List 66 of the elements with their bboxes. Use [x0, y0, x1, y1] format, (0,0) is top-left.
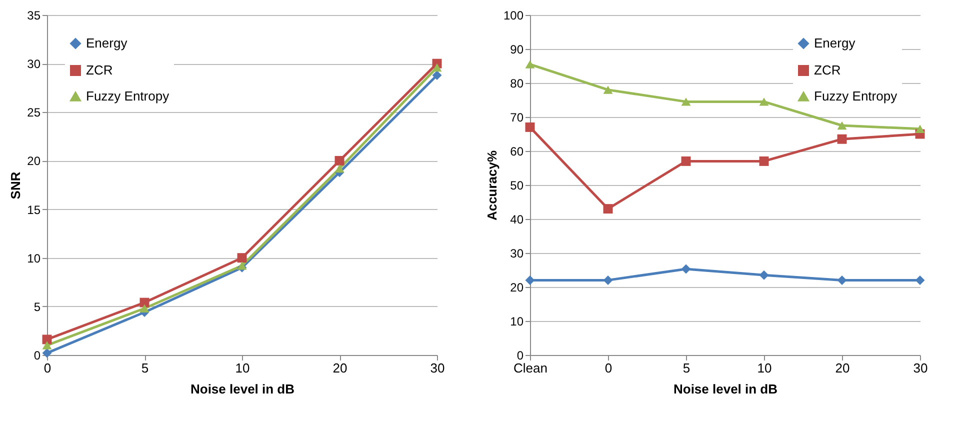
- point: [334, 156, 344, 166]
- legend-label: Energy: [814, 36, 856, 50]
- x-tick-label: 30: [430, 360, 445, 376]
- y-tick-label: 50: [510, 178, 524, 192]
- legend-label: Energy: [86, 36, 128, 50]
- point: [140, 304, 150, 312]
- point: [681, 264, 691, 274]
- y-tick-label: 30: [27, 57, 41, 72]
- point: [759, 98, 769, 106]
- y-tick-label: 100: [503, 8, 524, 22]
- point: [837, 134, 847, 144]
- x-tick-label: 5: [682, 360, 690, 376]
- y-tick-label: 0: [516, 348, 524, 362]
- point: [237, 262, 247, 270]
- point: [432, 70, 442, 80]
- point: [603, 86, 613, 94]
- point: [42, 341, 52, 350]
- y-tick-label: 15: [27, 202, 41, 217]
- x-axis-title: Noise level in dB: [673, 382, 778, 396]
- x-tick-label: 5: [141, 360, 149, 376]
- point: [237, 253, 247, 263]
- y-tick-label: 20: [510, 280, 524, 294]
- point: [681, 156, 691, 166]
- point: [603, 204, 613, 214]
- x-tick-label: 20: [835, 360, 850, 376]
- x-tick-label: 0: [604, 360, 612, 376]
- point: [759, 156, 769, 166]
- point: [681, 98, 691, 106]
- point: [525, 275, 535, 285]
- y-tick-label: 90: [510, 42, 524, 56]
- x-tick-label: 20: [332, 360, 348, 376]
- point: [603, 275, 613, 285]
- point: [525, 60, 535, 68]
- y-tick-label: 25: [27, 106, 41, 120]
- x-tick-label: 0: [44, 360, 52, 376]
- point: [432, 63, 442, 72]
- point: [915, 275, 925, 285]
- legend-label: ZCR: [814, 62, 841, 78]
- y-tick-label: 80: [510, 76, 524, 90]
- y-tick-label: 10: [27, 251, 41, 266]
- x-tick-label: Clean: [514, 360, 548, 376]
- legend-label: Fuzzy Entropy: [86, 88, 170, 104]
- y-tick-label: 0: [34, 348, 41, 362]
- point: [525, 122, 535, 132]
- y-tick-label: 20: [27, 154, 41, 168]
- y-axis-title: Accuracy%: [484, 150, 500, 221]
- point: [759, 270, 769, 280]
- y-axis-title: SNR: [8, 171, 24, 200]
- y-tick-label: 35: [27, 8, 41, 22]
- y-tick-label: 5: [34, 300, 41, 314]
- x-tick-label: 30: [913, 360, 928, 376]
- legend-label: ZCR: [86, 62, 113, 78]
- legend-label: Fuzzy Entropy: [814, 88, 898, 104]
- y-tick-label: 70: [510, 110, 524, 124]
- point: [42, 334, 52, 344]
- point: [837, 121, 847, 130]
- point: [334, 164, 344, 173]
- point: [915, 124, 925, 134]
- x-tick-label: 10: [757, 360, 772, 376]
- y-tick-label: 10: [510, 314, 524, 328]
- x-tick-label: 10: [235, 360, 250, 376]
- y-tick-label: 40: [510, 212, 524, 226]
- point: [837, 275, 847, 285]
- y-tick-label: 60: [510, 144, 524, 158]
- y-tick-label: 30: [510, 246, 524, 260]
- x-axis-title: Noise level in dB: [190, 382, 295, 396]
